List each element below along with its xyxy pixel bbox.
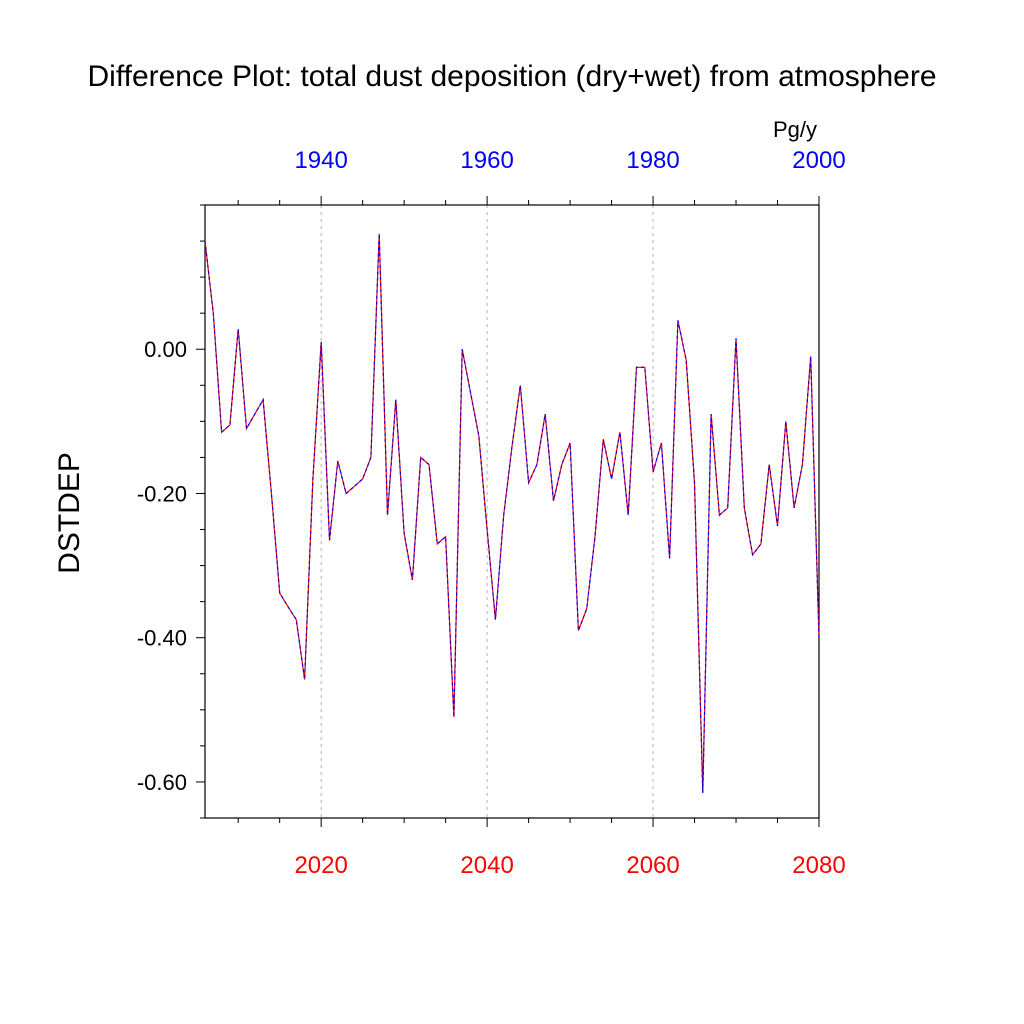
x-bottom-tick-label: 2060 (626, 852, 679, 879)
x-bottom-tick-label: 2080 (792, 852, 845, 879)
x-top-tick-label: 1960 (460, 147, 513, 174)
series-line-blue (204, 233, 820, 793)
units-label: Pg/y (772, 117, 818, 142)
x-bottom-tick-label: 2040 (460, 852, 513, 879)
x-top-tick-label: 2000 (792, 147, 845, 174)
x-bottom-tick-label: 2020 (294, 852, 347, 879)
x-top-tick-label: 1940 (294, 147, 347, 174)
chart-title: Difference Plot: total dust deposition (… (87, 60, 937, 93)
plot-frame (204, 204, 820, 819)
y-tick-label: 0.00 (144, 337, 187, 362)
y-tick-label: -0.20 (137, 481, 187, 506)
y-tick-label: -0.40 (137, 626, 187, 651)
y-tick-label: -0.60 (137, 770, 187, 795)
x-top-tick-label: 1980 (626, 147, 679, 174)
series-line-red (204, 233, 820, 793)
